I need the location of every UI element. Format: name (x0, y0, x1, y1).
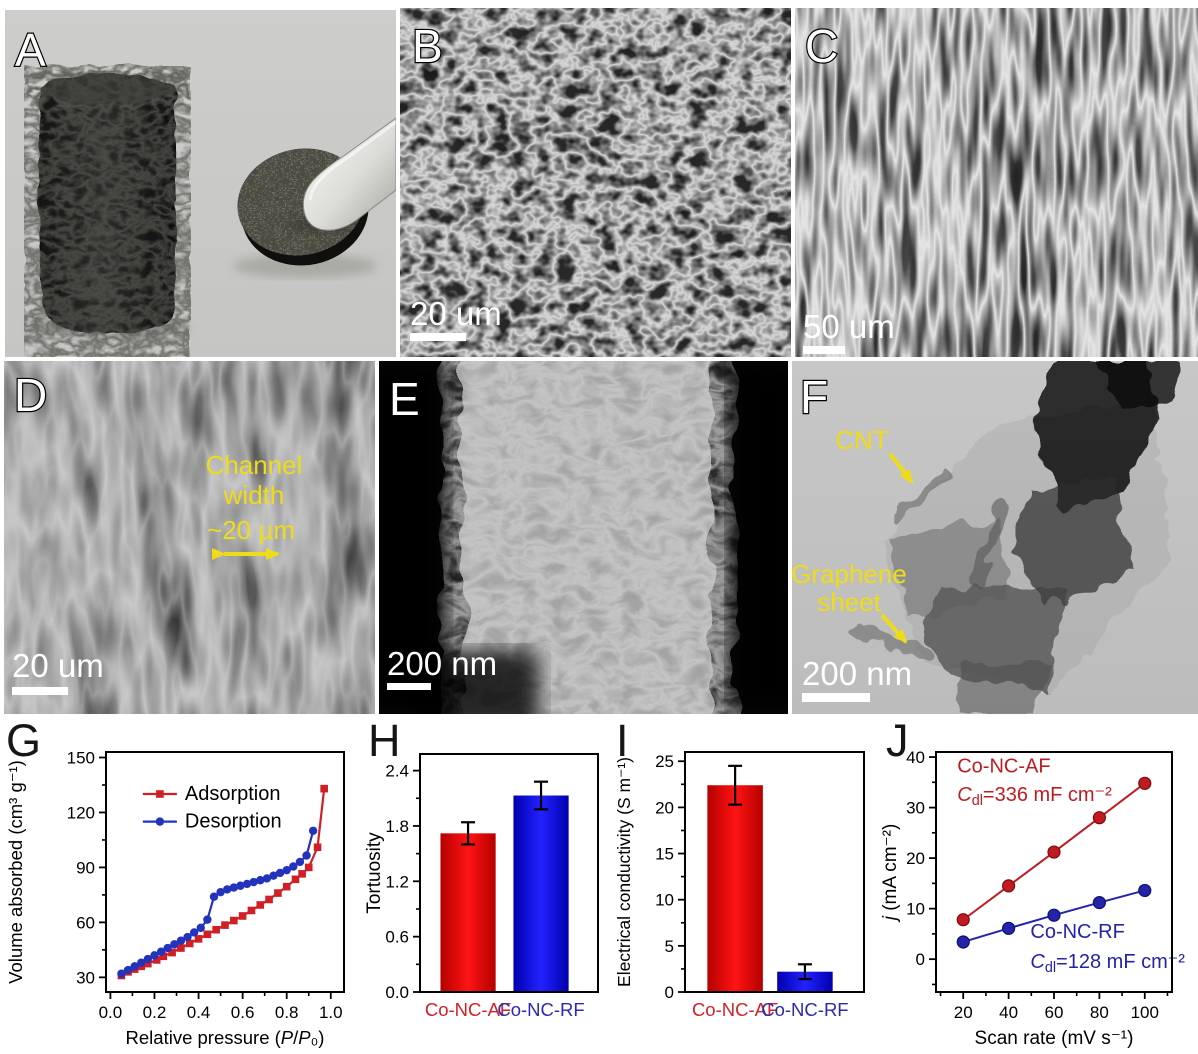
svg-text:100: 100 (1131, 1003, 1159, 1022)
svg-text:j (mA cm⁻²): j (mA cm⁻²) (880, 824, 901, 924)
svg-text:Co-NC-AF: Co-NC-AF (692, 999, 778, 1020)
panel-label-f: F (800, 371, 828, 423)
channel-width-annotation: Channel width ~20 µm (206, 450, 303, 560)
svg-text:Co-NC-RF: Co-NC-RF (1030, 921, 1124, 943)
svg-text:CNT: CNT (835, 425, 889, 455)
panel-label-c: C (805, 20, 838, 72)
scale-bar-b (410, 333, 466, 341)
svg-text:~20 µm: ~20 µm (207, 515, 295, 545)
svg-text:30: 30 (76, 968, 95, 987)
svg-text:10: 10 (655, 891, 674, 910)
svg-text:0.8: 0.8 (275, 1003, 299, 1022)
chart-tortuosity-bars: H 0.0 0.6 1.2 1.8 2.4 Co-NC-AF Co-NC-RF Tortuos… (358, 718, 610, 1054)
svg-text:1.8: 1.8 (385, 817, 409, 836)
cnt-annotation: CNT (835, 425, 914, 484)
svg-text:20: 20 (906, 849, 925, 868)
svg-text:20: 20 (954, 1003, 973, 1022)
svg-text:15: 15 (655, 845, 674, 864)
svg-text:Cdl=128 mF cm⁻²: Cdl=128 mF cm⁻² (1030, 951, 1185, 976)
svg-text:Co-NC-AF: Co-NC-AF (957, 755, 1050, 777)
scale-bar-label-c: 50 um (803, 308, 895, 345)
svg-text:90: 90 (76, 858, 95, 877)
svg-text:Volume absorbed (cm³ g⁻¹): Volume absorbed (cm³ g⁻¹) (5, 760, 26, 984)
svg-text:Graphene: Graphene (792, 559, 907, 589)
panel-label-h: H (368, 715, 401, 766)
svg-text:0: 0 (665, 983, 674, 1002)
svg-text:1.2: 1.2 (385, 872, 409, 891)
panel-b-sem-image: B 20 um (400, 8, 791, 357)
panel-c-sem-image: C 50 um (795, 8, 1198, 357)
svg-text:30: 30 (906, 799, 925, 818)
svg-text:60: 60 (1045, 1003, 1064, 1022)
svg-text:Scan rate (mV s⁻¹): Scan rate (mV s⁻¹) (975, 1028, 1134, 1049)
chart-adsorption-isotherm: G 30 60 90 120 150 0.0 0.2 0.4 0.6 0.8 1.0 Adsorpti… (0, 718, 358, 1054)
chart-conductivity-bars: I 0 5 10 15 20 25 Co-NC-AF Co-NC-RF Electrical c… (610, 718, 878, 1054)
carbon-cylinder (38, 74, 178, 333)
spatula (289, 117, 397, 233)
svg-text:Co-NC-RF: Co-NC-RF (761, 999, 848, 1020)
panel-f-tem-image: F CNT Graphene sheet 200 nm (791, 361, 1198, 714)
svg-text:20: 20 (655, 798, 674, 817)
panel-label-g: G (6, 715, 42, 766)
panel-e-sem-image: E 200 nm (349, 351, 801, 731)
svg-text:60: 60 (76, 913, 95, 932)
svg-text:Co-NC-AF: Co-NC-AF (425, 999, 511, 1020)
scale-bar-d (12, 687, 68, 695)
svg-text:0.0: 0.0 (385, 983, 409, 1002)
svg-text:40: 40 (999, 1003, 1018, 1022)
svg-text:0.0: 0.0 (99, 1003, 123, 1022)
scale-bar-f (802, 693, 870, 702)
scale-bar-e (387, 683, 431, 690)
svg-text:25: 25 (655, 752, 674, 771)
svg-text:Channel: Channel (206, 450, 303, 480)
svg-text:0.4: 0.4 (187, 1003, 211, 1022)
svg-text:Adsorption: Adsorption (185, 783, 281, 805)
svg-text:sheet: sheet (817, 587, 881, 617)
graphene-annotation: Graphene sheet (791, 559, 908, 644)
svg-text:0.2: 0.2 (143, 1003, 167, 1022)
graphene-arrow (880, 613, 908, 644)
svg-text:150: 150 (67, 748, 95, 767)
scale-bar-label-f: 200 nm (802, 655, 912, 692)
panel-label-e: E (389, 373, 420, 425)
scale-bar-c (803, 346, 845, 354)
panel-label-a: A (15, 24, 46, 76)
scale-bar-label-b: 20 um (410, 295, 502, 332)
svg-text:1.0: 1.0 (319, 1003, 343, 1022)
svg-text:Co-NC-RF: Co-NC-RF (497, 999, 584, 1020)
svg-text:Electrical conductivity (S m⁻¹: Electrical conductivity (S m⁻¹) (614, 757, 634, 987)
svg-text:Desorption: Desorption (185, 811, 282, 833)
svg-text:Relative pressure (P/P₀): Relative pressure (P/P₀) (126, 1027, 325, 1048)
svg-text:0.6: 0.6 (385, 928, 409, 947)
panel-label-d: D (14, 369, 47, 421)
cnt-arrow (888, 452, 914, 484)
panel-d-sem-image: D Channel width ~20 µm 20 um (4, 361, 375, 714)
svg-text:80: 80 (1090, 1003, 1109, 1022)
cnt-graphene-aggregate (853, 361, 1178, 714)
panel-label-b: B (412, 20, 443, 72)
svg-text:5: 5 (665, 937, 674, 956)
svg-text:width: width (223, 480, 285, 510)
svg-text:120: 120 (67, 803, 95, 822)
svg-text:2.4: 2.4 (385, 762, 409, 781)
panel-a-photograph: A (5, 10, 397, 357)
svg-text:0: 0 (916, 950, 925, 969)
svg-text:Tortuosity: Tortuosity (364, 832, 385, 914)
panel-label-j: J (886, 715, 909, 766)
svg-text:0.6: 0.6 (231, 1003, 255, 1022)
scale-bar-label-e: 200 nm (387, 645, 497, 682)
svg-text:40: 40 (906, 748, 925, 767)
svg-text:10: 10 (906, 900, 925, 919)
panel-label-i: I (616, 715, 629, 766)
scale-bar-label-d: 20 um (12, 647, 104, 684)
chart-cdl-scan-rate: J 0 10 20 30 40 20 40 60 80 100 Co-NC-AF Cdl=336 mF… (878, 718, 1198, 1054)
svg-text:Cdl=336 mF cm⁻²: Cdl=336 mF cm⁻² (957, 784, 1112, 809)
